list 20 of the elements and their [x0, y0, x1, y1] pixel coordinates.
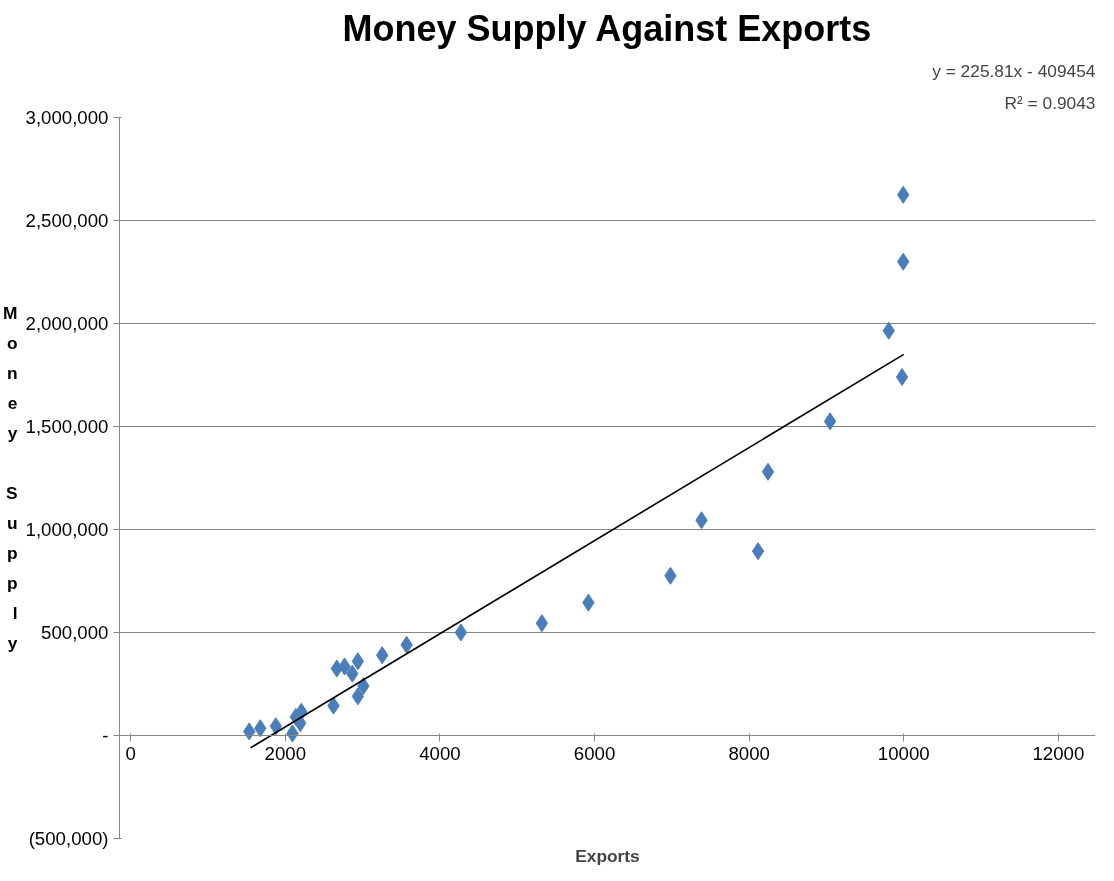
x-tick-label: 2000 [264, 742, 307, 764]
x-tick-label: 0 [125, 742, 136, 764]
y-tick-label: 500,000 [41, 622, 109, 643]
y-tick-label: 1,500,000 [25, 416, 109, 437]
x-tick-label: 6000 [573, 742, 616, 764]
x-tick-label: 12000 [1032, 742, 1085, 764]
chart-title: Money Supply Against Exports [342, 7, 872, 49]
y-tick-label: - [102, 725, 109, 746]
x-axis-title: Exports [575, 845, 640, 866]
text: R² = 0.9043 [1004, 92, 1096, 113]
y-tick-label: 1,000,000 [25, 519, 109, 540]
y-tick-label: 2,000,000 [25, 313, 109, 334]
x-tick-label: 4000 [419, 742, 461, 764]
y-tick-label: (500,000) [28, 828, 109, 849]
text: Money Supply [3, 303, 18, 653]
x-tick-label: 8000 [728, 742, 770, 764]
y-tick-label: 3,000,000 [25, 107, 109, 128]
y-tick-label: 2,500,000 [25, 210, 109, 231]
x-tick-label: 10000 [877, 742, 930, 764]
text: y = 225.81x - 409454 [932, 60, 1096, 81]
